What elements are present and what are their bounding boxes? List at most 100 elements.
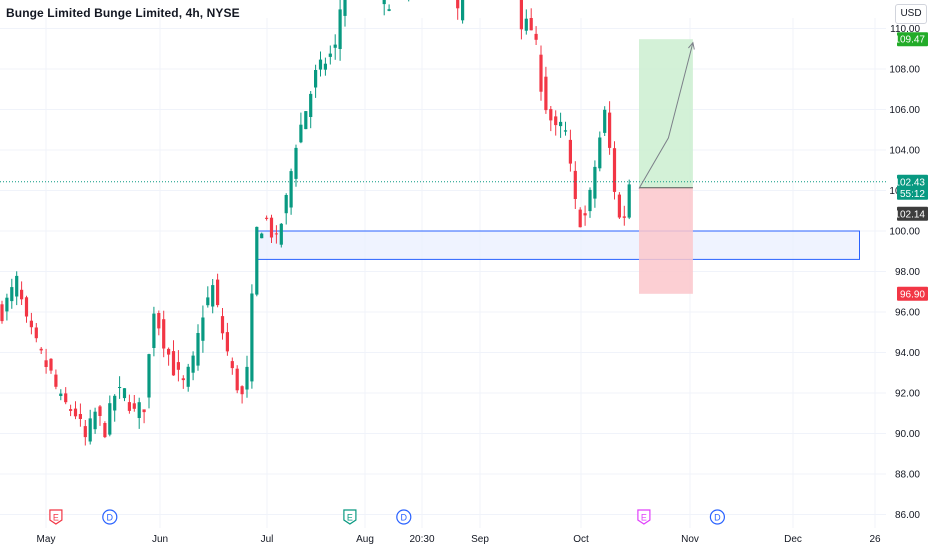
currency-button[interactable]: USD [895, 4, 927, 24]
event-marker-label: D [401, 513, 408, 523]
candle [289, 168, 293, 215]
long-position-layer[interactable] [639, 39, 693, 294]
candle-body [568, 139, 572, 164]
entry-price-label-text: 102.14 [894, 209, 925, 220]
candle-body [323, 63, 327, 70]
candle [309, 91, 313, 129]
support-zone-rect [256, 230, 860, 260]
candle [563, 121, 568, 136]
candle-body [181, 378, 185, 381]
candle [49, 358, 53, 374]
candle-body [113, 395, 117, 411]
candle-body [304, 111, 308, 130]
candle-body [147, 354, 151, 398]
earnings-icon [49, 509, 63, 525]
candle [24, 295, 29, 323]
candle-body [132, 403, 136, 409]
earnings-icon [637, 509, 651, 525]
candle [230, 357, 234, 375]
candle [216, 273, 220, 308]
dividend-icon [396, 509, 412, 525]
candle [152, 306, 156, 357]
candle-body [573, 170, 577, 199]
event-marker-label: D [714, 513, 721, 523]
last-price-label-bg [897, 174, 928, 200]
candle [461, 0, 465, 24]
candle-body [103, 423, 107, 438]
candle [265, 215, 269, 221]
candle-body [343, 0, 347, 16]
candle-body [294, 147, 298, 179]
last-price-label-countdown: 55:12 [900, 189, 925, 200]
candle-body [338, 9, 342, 49]
candle [294, 144, 298, 187]
dividend-marker: D [709, 509, 726, 525]
candle-body [309, 93, 313, 117]
candle [132, 395, 136, 412]
earnings-marker: E [343, 509, 357, 525]
candle-body [54, 374, 58, 387]
candle [318, 51, 323, 77]
x-tick-label: Sep [471, 534, 489, 545]
candle-body [220, 316, 225, 334]
candle-body [382, 0, 386, 5]
candle-body [15, 275, 19, 297]
candle [250, 284, 254, 389]
entry-price-label: 102.14 [894, 206, 928, 221]
candle [568, 129, 572, 172]
y-tick-label: 86.00 [895, 510, 920, 521]
dividend-marker: D [102, 509, 118, 525]
y-tick-label: 88.00 [895, 470, 920, 481]
candle [93, 407, 97, 434]
candle [573, 161, 577, 209]
candle-body [250, 293, 254, 382]
y-tick-label: 94.00 [895, 348, 920, 359]
candle-body [622, 216, 626, 218]
candle-body [593, 166, 597, 199]
candle-body [387, 9, 391, 11]
overlay-layer [0, 41, 886, 189]
time-axis[interactable]: May Jun Jul Aug 20:30 Sep Oct Nov Dec 26 [37, 534, 881, 545]
candle-body [588, 189, 592, 212]
event-marker-label: E [53, 513, 59, 523]
candle [608, 101, 612, 155]
candle-body [34, 327, 38, 339]
candle [235, 365, 239, 394]
candle [323, 57, 327, 76]
stop-price-label-text: 96.90 [900, 289, 925, 300]
event-marker-label: E [641, 513, 647, 523]
candle-body [279, 223, 283, 245]
target-price-label-bg [897, 32, 928, 47]
candle-body [88, 418, 92, 442]
candle-body [44, 360, 48, 367]
candle [20, 281, 24, 305]
y-tick-label: 100.00 [889, 227, 920, 238]
price-axis[interactable]: 86.00 88.00 90.00 92.00 94.00 96.00 98.00 100.0… [889, 0, 920, 521]
candle [578, 207, 582, 228]
candle-body [255, 226, 259, 295]
candle [627, 179, 631, 220]
position-stop-zone [639, 187, 693, 294]
candle-body [318, 59, 323, 70]
candle-body [118, 387, 122, 388]
candle [559, 112, 563, 138]
candle-body [617, 194, 621, 218]
candle [103, 421, 107, 439]
candle [245, 355, 249, 398]
candle [593, 160, 597, 208]
candle [519, 0, 523, 40]
candle-body [598, 137, 602, 169]
candle-body [529, 18, 533, 31]
candle-body [39, 348, 43, 351]
candle [206, 286, 210, 308]
candle-body [314, 70, 318, 88]
candle [539, 45, 543, 101]
candle-body [83, 426, 87, 438]
candle-body [171, 351, 176, 376]
candle-body [260, 233, 264, 239]
candle [162, 310, 166, 358]
